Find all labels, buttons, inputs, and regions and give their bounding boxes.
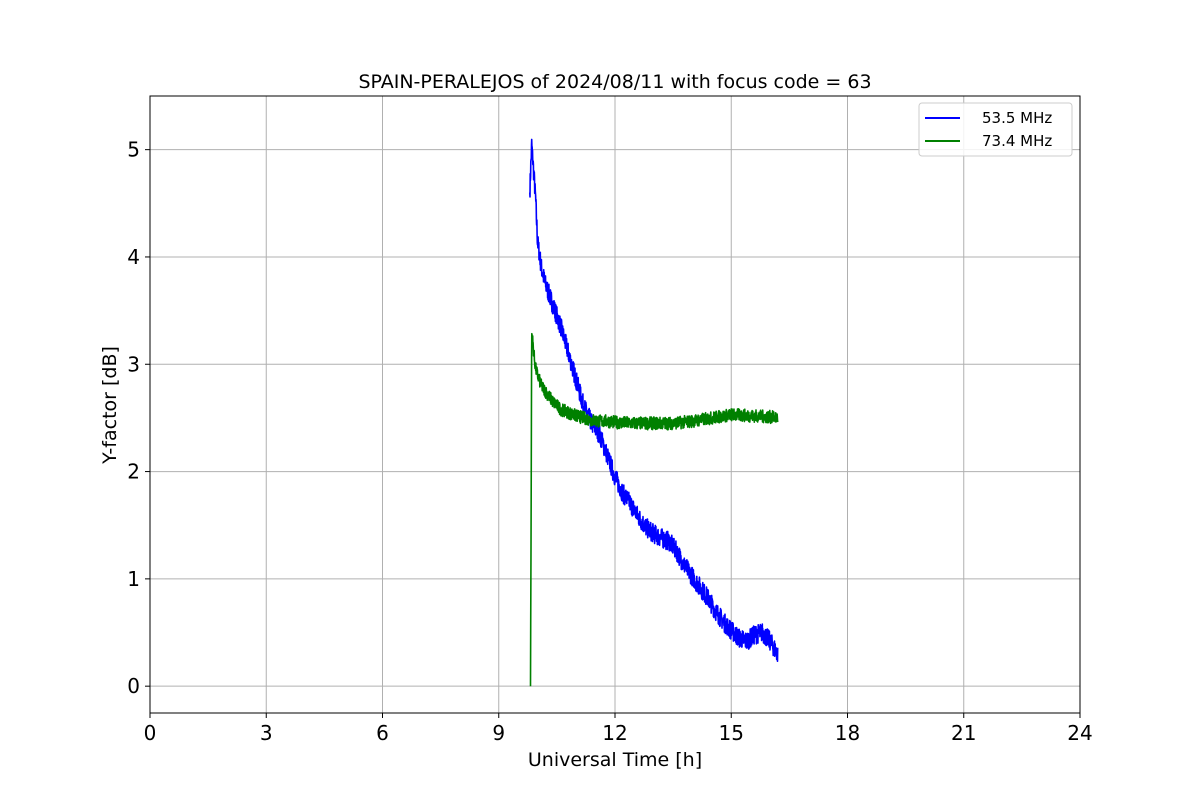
y-axis-label: Y-factor [dB]	[99, 346, 121, 465]
legend-label-53-5-mhz: 53.5 MHz	[982, 109, 1052, 127]
x-tick-label: 9	[492, 721, 505, 745]
x-tick-label: 21	[951, 721, 976, 745]
x-tick-label: 24	[1067, 721, 1092, 745]
x-tick-label: 12	[602, 721, 627, 745]
y-tick-label: 4	[127, 245, 140, 269]
series-line-53-5-mhz	[529, 138, 779, 662]
chart-title: SPAIN-PERALEJOS of 2024/08/11 with focus…	[358, 71, 871, 93]
series-line-73-4-mhz	[529, 332, 779, 687]
series-layer	[529, 138, 779, 687]
legend-label-73-4-mhz: 73.4 MHz	[982, 132, 1052, 150]
legend: 53.5 MHz 73.4 MHz	[918, 102, 1073, 157]
x-tick-label: 6	[376, 721, 389, 745]
legend-box	[918, 102, 1073, 157]
y-tick-label: 3	[127, 352, 140, 376]
x-axis-label: Universal Time [h]	[528, 749, 702, 771]
y-tick-label: 0	[127, 674, 140, 698]
x-tick-label: 0	[144, 721, 157, 745]
x-tick-label: 18	[835, 721, 860, 745]
y-tick-label: 2	[127, 460, 140, 484]
x-tick-label: 15	[719, 721, 744, 745]
x-tick-label: 3	[260, 721, 273, 745]
y-tick-label: 1	[127, 567, 140, 591]
y-tick-label: 5	[127, 138, 140, 162]
